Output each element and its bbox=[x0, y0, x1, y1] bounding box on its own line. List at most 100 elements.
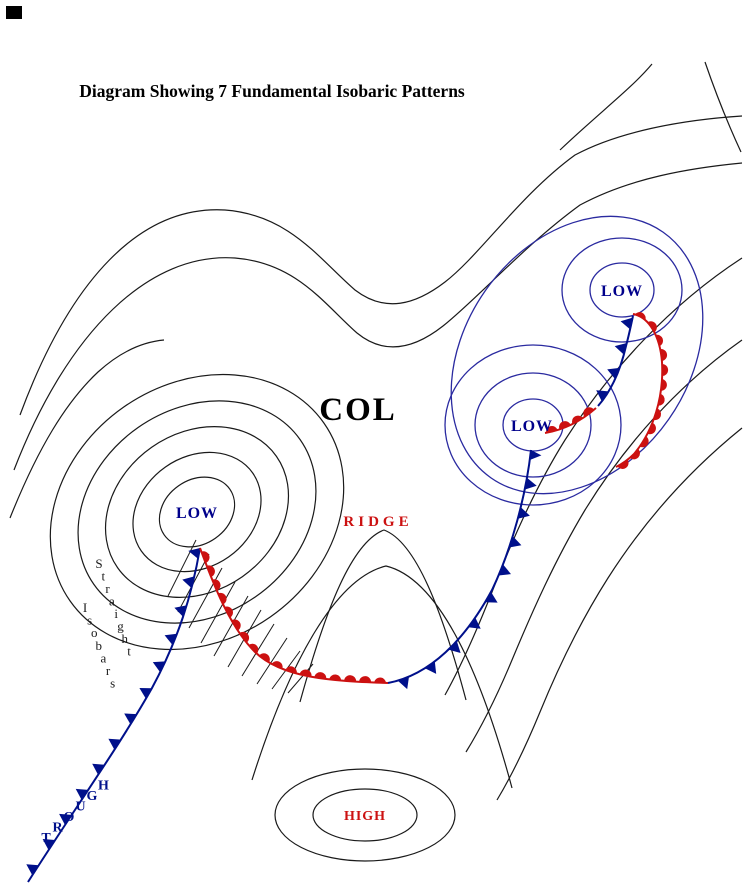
warm-front-bump bbox=[660, 349, 668, 361]
double-low-outer-contour bbox=[450, 215, 704, 495]
trough-label-letter: O bbox=[64, 810, 75, 825]
trough-label-letter: G bbox=[87, 789, 98, 804]
cold-front-triangle bbox=[42, 839, 56, 851]
low-left-contour bbox=[158, 476, 236, 548]
cold-front-triangle bbox=[529, 450, 542, 460]
cold-front-triangle bbox=[524, 477, 537, 490]
warm-front-bump bbox=[374, 677, 386, 683]
straight-label-letter: h bbox=[122, 631, 129, 646]
warm-front-bump bbox=[647, 321, 657, 333]
straight-label-letter: t bbox=[127, 644, 131, 659]
warm-front-bump bbox=[655, 334, 664, 347]
warm-front-bump bbox=[201, 551, 210, 563]
isobars-label-letter: a bbox=[101, 650, 107, 665]
warm-front-bump bbox=[314, 672, 327, 679]
warm-front-bump bbox=[285, 666, 297, 674]
warm-front-bump bbox=[617, 459, 629, 469]
cold-front-triangle bbox=[620, 317, 633, 330]
isobars-label-letter: s bbox=[110, 676, 115, 691]
warm-front-bump bbox=[653, 408, 662, 421]
diagram-title: Diagram Showing 7 Fundamental Isobaric P… bbox=[79, 81, 465, 101]
warm-front-bump bbox=[660, 379, 667, 391]
cold-front-triangle bbox=[124, 713, 137, 725]
warm-front-bump bbox=[231, 619, 241, 631]
trough-label-letter: H bbox=[98, 779, 109, 794]
low-top-label: LOW bbox=[601, 283, 643, 300]
hatch-line bbox=[188, 567, 223, 629]
cold-front-triangle bbox=[517, 507, 530, 519]
warm-front-line bbox=[615, 313, 664, 468]
warm-front-bump bbox=[583, 407, 595, 417]
warm-front-bump bbox=[224, 606, 233, 618]
straight-label-letter: g bbox=[117, 619, 124, 634]
high-label: HIGH bbox=[344, 809, 386, 824]
high-contour bbox=[312, 788, 418, 842]
black-isobars bbox=[9, 61, 743, 862]
trough-label-letter: R bbox=[52, 821, 63, 836]
warm-front-bump bbox=[634, 312, 646, 321]
warm-front-bump bbox=[647, 422, 656, 435]
ridge-contour bbox=[299, 529, 467, 703]
isobars-label-letter: r bbox=[106, 663, 111, 678]
cold-front-triangle bbox=[75, 788, 89, 800]
isobar-contour bbox=[496, 427, 743, 801]
warm-front-bump bbox=[571, 415, 583, 424]
warm-front-bump bbox=[248, 643, 259, 654]
low-left-label: LOW bbox=[176, 505, 218, 522]
warm-front-bump bbox=[662, 364, 669, 376]
straight-label-letter: i bbox=[114, 606, 118, 621]
warm-front-bump bbox=[344, 675, 357, 682]
high-contour bbox=[274, 768, 456, 862]
warm-front-bump bbox=[545, 426, 558, 433]
low-top-contour bbox=[561, 237, 683, 343]
low-mid-contour bbox=[474, 372, 592, 478]
isobars-label-letter: s bbox=[87, 613, 92, 628]
warm-front-line bbox=[199, 547, 389, 684]
warm-front-bump bbox=[218, 592, 227, 605]
cold-front-triangle bbox=[182, 576, 195, 589]
isobar-contour bbox=[9, 339, 165, 519]
straight-label-letter: t bbox=[101, 569, 105, 584]
cold-front-triangle bbox=[448, 641, 461, 653]
ridge-contour bbox=[251, 565, 513, 789]
warm-front-bump bbox=[271, 661, 283, 669]
warm-front-bump bbox=[299, 669, 312, 677]
ridge-label: RIDGE bbox=[343, 514, 412, 530]
cold-front-triangle bbox=[607, 367, 620, 379]
cold-front-triangle bbox=[424, 661, 437, 674]
cold-front-triangle bbox=[164, 633, 177, 645]
straight-label-letter: S bbox=[95, 556, 102, 571]
hatch-line bbox=[200, 581, 236, 644]
warm-front-bump bbox=[206, 565, 215, 577]
cold-front-triangle bbox=[108, 738, 121, 750]
hatch-line bbox=[167, 539, 197, 597]
isobar-contour bbox=[13, 162, 743, 471]
cold-front-triangle bbox=[26, 864, 39, 876]
cold-front-triangle bbox=[397, 676, 409, 690]
fronts bbox=[26, 312, 669, 883]
isobar-contour bbox=[559, 63, 653, 151]
hatch-line bbox=[287, 663, 314, 694]
corner-mark bbox=[6, 6, 22, 19]
cold-front-triangle bbox=[596, 390, 609, 402]
cold-front-line bbox=[387, 449, 532, 684]
low-mid-contour bbox=[444, 344, 622, 506]
trough-label-letter: T bbox=[41, 831, 51, 846]
isobar-contour bbox=[465, 339, 743, 753]
warm-front-bump bbox=[639, 436, 649, 448]
cold-front-triangle bbox=[468, 617, 481, 629]
isobar-contour bbox=[444, 257, 743, 696]
low-left-contour bbox=[49, 373, 345, 651]
cold-front-triangle bbox=[509, 536, 522, 548]
warm-front-bump bbox=[239, 631, 250, 643]
cold-front-triangle bbox=[174, 605, 187, 617]
warm-front-line bbox=[544, 407, 597, 434]
cold-front-triangle bbox=[92, 763, 105, 775]
isobars-label-letter: b bbox=[96, 638, 103, 653]
trough-label-letter: U bbox=[75, 800, 85, 815]
isobar-contour bbox=[704, 61, 742, 153]
hatch-line bbox=[256, 637, 288, 685]
isobars-label-letter: I bbox=[83, 600, 87, 615]
